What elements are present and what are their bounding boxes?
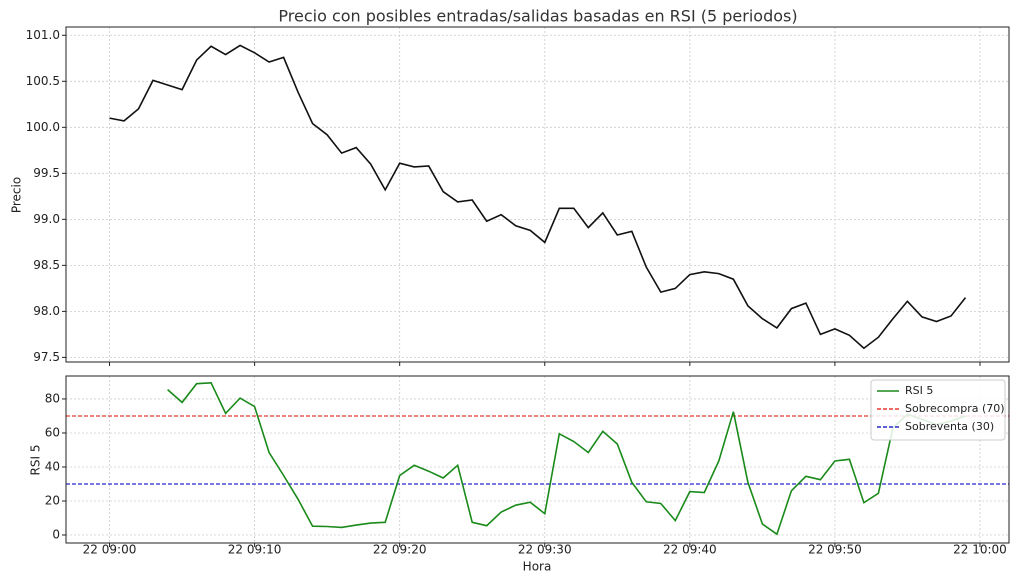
y-tick-label: 98.5 bbox=[33, 258, 60, 272]
legend-label: Sobrecompra (70) bbox=[905, 402, 1005, 415]
y-tick-label: 100.5 bbox=[26, 74, 60, 88]
x-tick-label: 22 09:10 bbox=[228, 543, 282, 557]
y-axis-label: RSI 5 bbox=[29, 445, 43, 476]
y-tick-label: 99.0 bbox=[33, 212, 60, 226]
y-tick-label: 80 bbox=[45, 391, 60, 405]
x-tick-label: 22 09:40 bbox=[663, 543, 717, 557]
legend-box bbox=[870, 379, 1006, 441]
x-tick-label: 22 09:30 bbox=[518, 543, 572, 557]
y-tick-label: 40 bbox=[45, 459, 60, 473]
plot-frame bbox=[65, 26, 1010, 363]
line-series bbox=[167, 381, 966, 536]
y-tick-label: 0 bbox=[52, 528, 60, 542]
line-series bbox=[109, 44, 967, 350]
y-tick-label: 60 bbox=[45, 425, 60, 439]
y-tick-label: 98.0 bbox=[33, 304, 60, 318]
chart-title: Precio con posibles entradas/salidas bas… bbox=[278, 7, 797, 26]
legend-label: RSI 5 bbox=[905, 384, 933, 397]
plot-frame bbox=[65, 375, 1010, 544]
y-tick-label: 99.5 bbox=[33, 166, 60, 180]
legend-label: Sobreventa (30) bbox=[905, 420, 994, 433]
y-tick-label: 100.0 bbox=[26, 120, 60, 134]
y-axis-label: Precio bbox=[10, 177, 24, 213]
y-tick-label: 101.0 bbox=[26, 28, 60, 42]
x-tick-label: 22 10:00 bbox=[953, 543, 1007, 557]
y-tick-label: 97.5 bbox=[33, 350, 60, 364]
x-axis-label: Hora bbox=[523, 560, 552, 574]
x-tick-label: 22 09:20 bbox=[373, 543, 427, 557]
y-tick-label: 20 bbox=[45, 493, 60, 507]
x-tick-label: 22 09:50 bbox=[808, 543, 862, 557]
x-tick-label: 22 09:00 bbox=[83, 543, 137, 557]
